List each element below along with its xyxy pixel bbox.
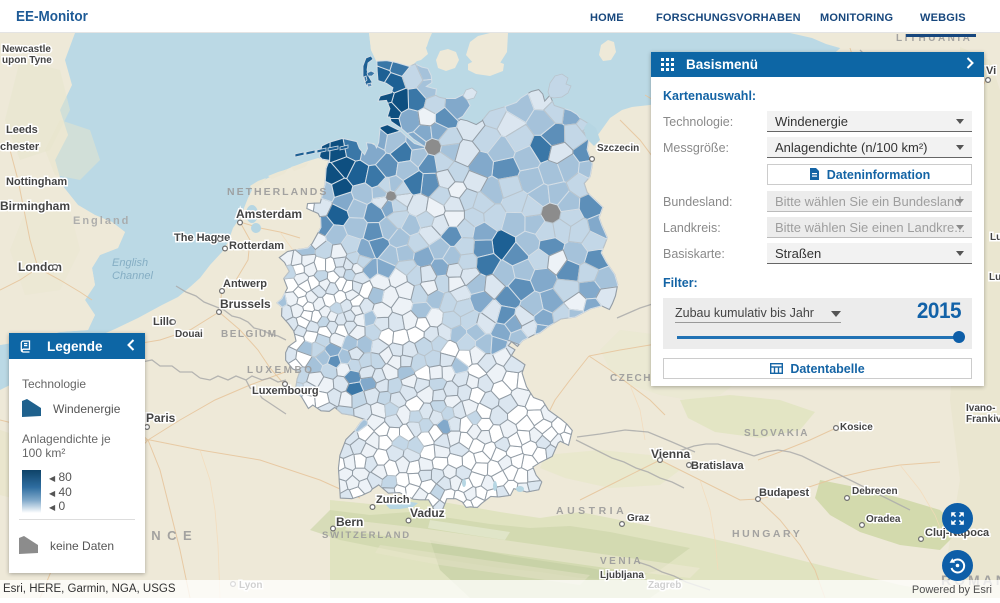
svg-text:Luxembourg: Luxembourg [252, 385, 319, 397]
svg-text:Vienna: Vienna [651, 447, 690, 461]
svg-text:LUXEMBO: LUXEMBO [247, 365, 315, 376]
svg-text:Kosice: Kosice [840, 422, 873, 433]
svg-text:Graz: Graz [627, 513, 649, 524]
svg-text:Ljubljana: Ljubljana [600, 570, 644, 581]
svg-text:Channel: Channel [112, 270, 154, 282]
svg-text:Lu: Lu [989, 272, 1000, 283]
svg-text:The Hague: The Hague [174, 232, 230, 244]
svg-text:SWITZERLAND: SWITZERLAND [322, 530, 411, 541]
svg-text:CZECHIA: CZECHIA [610, 373, 665, 384]
svg-text:Ivano-: Ivano- [966, 403, 995, 414]
svg-text:Vaduz: Vaduz [410, 506, 445, 520]
svg-text:Vi: Vi [986, 65, 996, 77]
svg-text:Lille: Lille [153, 316, 175, 328]
svg-text:Leeds: Leeds [6, 124, 38, 136]
svg-text:LITHUANIA: LITHUANIA [896, 33, 972, 44]
svg-text:Bern: Bern [336, 515, 363, 529]
svg-text:Oradea: Oradea [866, 514, 901, 525]
svg-text:Zurich: Zurich [376, 494, 410, 506]
svg-text:Nottingham: Nottingham [6, 176, 67, 188]
svg-text:England: England [73, 215, 130, 227]
svg-text:AUSTRIA: AUSTRIA [556, 505, 627, 517]
svg-text:Antwerp: Antwerp [223, 278, 267, 290]
svg-text:Paris: Paris [146, 411, 176, 425]
svg-text:Lu: Lu [990, 232, 1000, 243]
svg-text:BELGIUM: BELGIUM [221, 329, 278, 340]
svg-text:Newcastle: Newcastle [2, 44, 51, 55]
svg-text:Douai: Douai [175, 329, 203, 340]
svg-text:HUNGARY: HUNGARY [732, 528, 802, 540]
svg-text:London: London [18, 260, 62, 274]
svg-text:NETHERLANDS: NETHERLANDS [227, 186, 328, 198]
svg-text:SLOVAKIA: SLOVAKIA [744, 428, 809, 439]
svg-text:Szczecin: Szczecin [597, 143, 639, 154]
svg-text:Brussels: Brussels [220, 297, 271, 311]
svg-text:Bratislava: Bratislava [691, 460, 744, 472]
svg-text:Birmingham: Birmingham [0, 199, 70, 213]
svg-text:Budapest: Budapest [759, 487, 809, 499]
svg-text:Debrecen: Debrecen [852, 486, 898, 497]
svg-text:Frankiv: Frankiv [966, 414, 1000, 425]
svg-text:chester: chester [0, 141, 40, 153]
svg-text:VENIA: VENIA [600, 556, 643, 567]
svg-text:Amsterdam: Amsterdam [236, 207, 302, 221]
svg-text:upon Tyne: upon Tyne [2, 55, 52, 66]
svg-text:English: English [112, 257, 148, 269]
svg-text:Rotterdam: Rotterdam [229, 240, 284, 252]
